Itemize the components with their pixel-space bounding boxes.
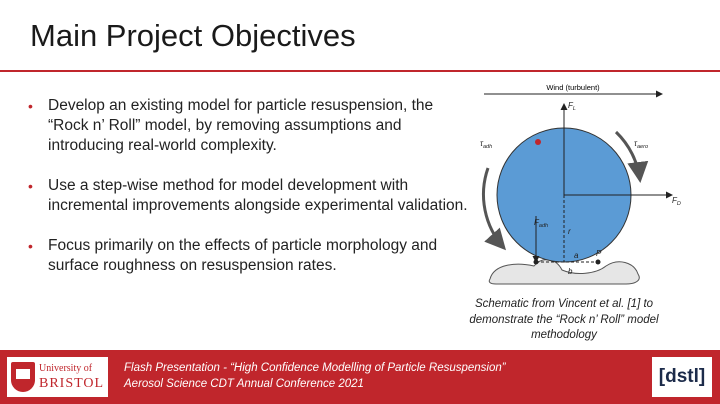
bullet-text: Use a step-wise method for model develop… [48,177,468,214]
adhesion-force-label: F [534,218,540,227]
footer-text: Flash Presentation - “High Confidence Mo… [124,360,506,392]
lift-force-label: F [568,101,574,110]
svg-text:FL: FL [568,101,576,112]
tau-aero-label: τ [634,139,638,148]
bullet-text: Focus primarily on the effects of partic… [48,237,438,274]
wind-label: Wind (turbulent) [546,83,600,92]
gap-label: b [568,267,573,276]
university-of-bristol-logo: University of BRISTOL [7,357,108,397]
contact-point [533,259,539,265]
radius-label: r [568,227,571,236]
svg-text:Fadh: Fadh [534,218,548,229]
title-divider [0,70,720,72]
tau-adh-subscript: adh [483,144,492,150]
bullet-item: • Use a step-wise method for model devel… [28,176,468,216]
bullet-item: • Develop an existing model for particle… [28,96,468,156]
cursor-dot [535,139,541,145]
half-contact-label: a [574,251,579,260]
tau-aero-arrow [614,130,649,183]
lift-force-subscript: L [573,106,576,112]
svg-text:τaero: τaero [634,139,648,150]
slide-title: Main Project Objectives [30,18,356,53]
drag-force-subscript: D [677,201,681,207]
drag-force-label: F [672,196,678,205]
bullet-icon: • [28,238,33,254]
crest-icon [11,362,35,392]
bullet-icon: • [28,178,33,194]
caption-line: demonstrate the “Rock n’ Roll” model [469,313,659,326]
footer-line-1: Flash Presentation - “High Confidence Mo… [124,362,506,374]
bullet-item: • Focus primarily on the effects of part… [28,236,468,276]
bullet-list: • Develop an existing model for particle… [28,96,468,296]
caption-line: Schematic from Vincent et al. [1] to [474,298,654,310]
bullet-icon: • [28,98,33,114]
bullet-text: Develop an existing model for particle r… [48,97,434,154]
svg-text:τadh: τadh [480,139,492,150]
pivot-point [595,259,601,265]
adhesion-force-subscript: adh [539,223,548,229]
rock-n-roll-schematic: Wind (turbulent) FL FD Fadh τadh τaero r… [480,83,681,285]
footer-bar [0,350,720,404]
tau-adh-arrow [481,167,507,251]
tau-aero-subscript: aero [637,144,648,150]
logo-text-line1: University of [39,363,93,374]
svg-text:FD: FD [672,196,681,207]
caption-line: methodology [531,329,597,341]
tau-adh-label: τ [480,139,484,148]
logo-text-line2: BRISTOL [39,376,105,391]
rough-surface [488,259,640,285]
dstl-logo: [dstl] [652,357,712,397]
pivot-label: P [596,249,602,258]
figure-caption: Schematic from Vincent et al. [1] to dem… [448,297,680,344]
footer-line-2: Aerosol Science CDT Annual Conference 20… [124,378,364,390]
